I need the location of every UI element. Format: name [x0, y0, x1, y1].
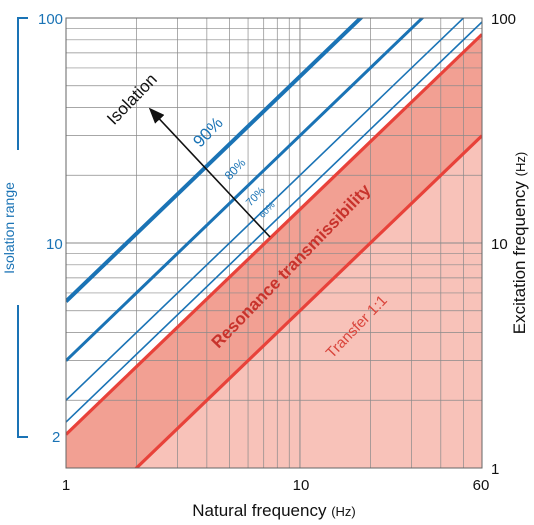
isolation-label: Isolation — [103, 70, 161, 129]
x-tick-60: 60 — [473, 477, 490, 494]
isolation-arrow — [148, 107, 271, 238]
right-tick-100: 100 — [491, 11, 516, 28]
y-axis-title: Excitation frequency (Hz) — [510, 152, 529, 334]
zone-resonance — [66, 34, 482, 468]
isolation-range-label: Isolation range — [1, 182, 17, 274]
series-line-resonance-boundary — [66, 33, 482, 436]
isolation-range-bracket — [17, 17, 28, 438]
zones — [66, 34, 482, 468]
series-line-70- — [66, 18, 465, 401]
plot-frame — [65, 17, 483, 469]
label-90: 90% — [189, 113, 226, 151]
x-axis-label: Natural frequency — [192, 501, 327, 520]
series-line-transfer-1-1 — [134, 134, 482, 468]
right-tick-10: 10 — [491, 236, 508, 253]
right-tick-1: 1 — [491, 461, 499, 478]
left-tick-10: 10 — [46, 236, 63, 253]
x-tick-1: 1 — [62, 477, 70, 494]
series-line-80- — [66, 18, 425, 362]
left-tick-100: 100 — [38, 11, 63, 28]
y-axis-label: Excitation frequency — [510, 181, 529, 335]
series-line-90- — [66, 18, 364, 303]
series-line-60- — [66, 21, 482, 423]
label-60: 60% — [257, 200, 277, 220]
left-tick-2: 2 — [52, 429, 60, 446]
x-tick-10: 10 — [293, 477, 310, 494]
x-axis-unit: (Hz) — [331, 504, 356, 519]
zone-transfer — [66, 135, 482, 468]
label-80: 80% — [222, 155, 249, 182]
grid — [66, 18, 482, 468]
series-lines — [66, 18, 482, 468]
x-axis-title: Natural frequency (Hz) — [192, 501, 355, 520]
y-axis-unit: (Hz) — [513, 152, 528, 177]
